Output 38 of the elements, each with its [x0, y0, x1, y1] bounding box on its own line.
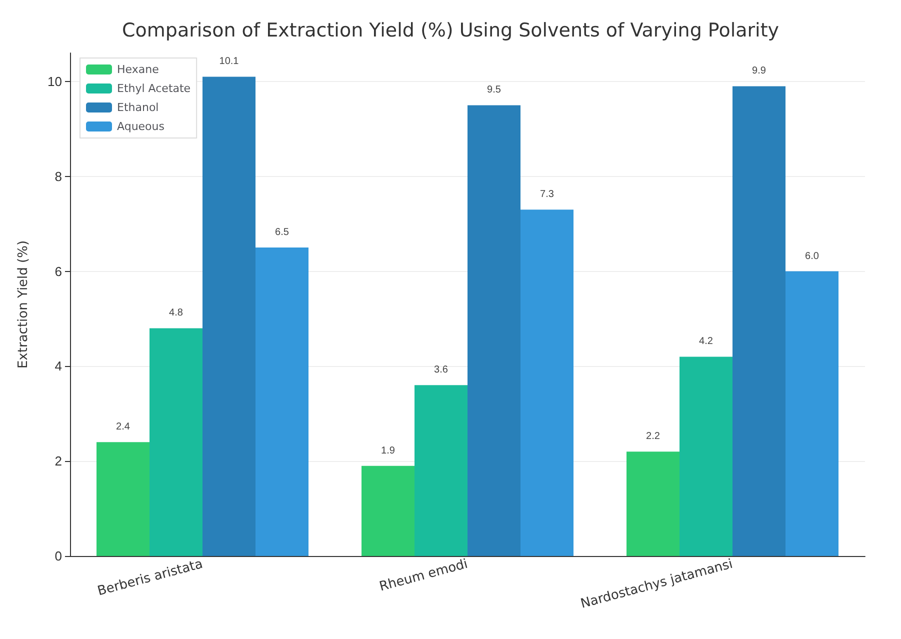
legend-label: Ethanol	[117, 101, 159, 114]
data-label: 2.4	[116, 422, 130, 433]
data-label: 7.3	[540, 189, 554, 200]
legend-label: Hexane	[117, 63, 160, 76]
legend-label: Ethyl Acetate	[117, 82, 191, 95]
y-tick-label: 8	[54, 168, 62, 184]
x-tick-label: Rheum emodi	[378, 556, 470, 595]
y-tick-label: 0	[54, 548, 62, 564]
chart-title: Comparison of Extraction Yield (%) Using Solvents of Varying Polarity	[122, 20, 780, 42]
data-label: 1.9	[381, 445, 396, 456]
bar	[202, 76, 256, 556]
bar	[732, 86, 786, 556]
legend-label: Aqueous	[117, 120, 165, 133]
data-label: 4.8	[169, 308, 184, 319]
bar	[96, 442, 150, 556]
data-label: 9.9	[752, 66, 766, 77]
bar	[256, 248, 308, 556]
y-tick-label: 6	[54, 264, 62, 279]
data-label: 10.1	[219, 56, 240, 68]
bar	[786, 271, 838, 556]
bar	[468, 105, 520, 556]
y-tick-label: 2	[54, 454, 62, 469]
bar	[150, 328, 202, 556]
x-tick-label: Berberis aristata	[96, 556, 204, 600]
bar	[626, 452, 680, 556]
bar	[362, 466, 414, 556]
data-label: 9.5	[487, 84, 502, 96]
bar	[520, 210, 574, 556]
data-label: 4.2	[699, 336, 714, 348]
y-tick-label: 10	[48, 74, 62, 89]
data-label: 6.5	[275, 227, 290, 238]
data-label: 6.0	[805, 250, 820, 262]
y-tick-label: 4	[54, 358, 62, 374]
bar	[680, 356, 732, 556]
data-label: 2.2	[646, 431, 660, 442]
y-axis-title: Extraction Yield (%)	[16, 240, 31, 369]
bar	[414, 385, 468, 556]
data-label: 3.6	[434, 364, 448, 376]
